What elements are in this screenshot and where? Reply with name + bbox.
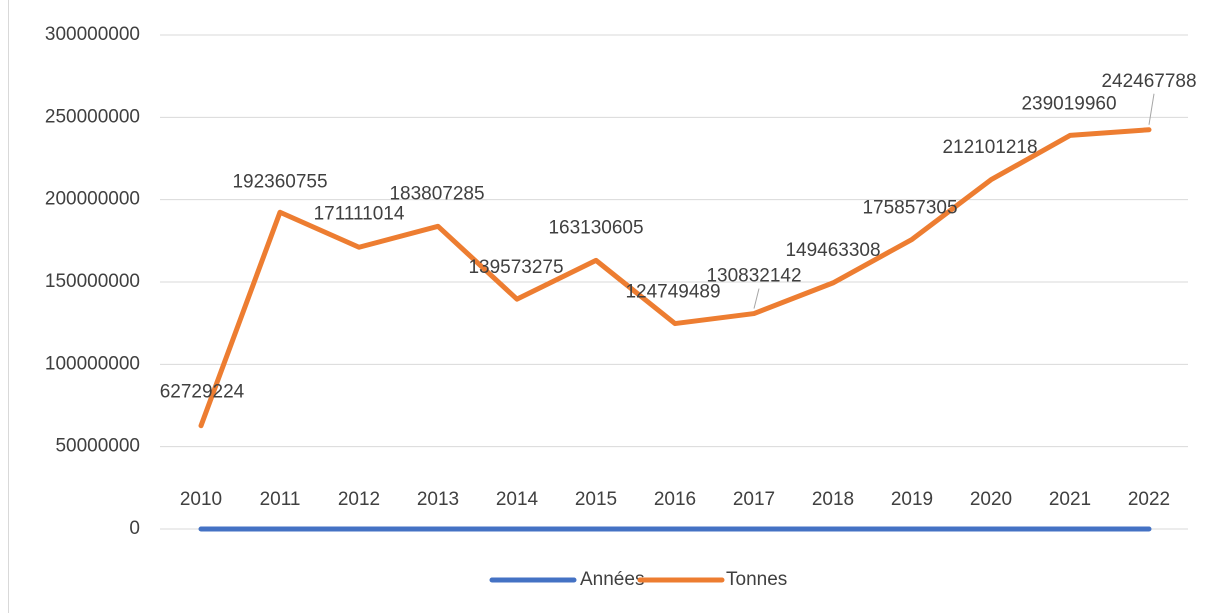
- leader-line: [753, 288, 760, 309]
- data-label: 212101218: [942, 137, 1037, 158]
- x-tick-label: 2020: [970, 489, 1012, 510]
- x-tick-label: 2018: [812, 489, 854, 510]
- data-label: 171111014: [314, 203, 405, 224]
- data-label: 183807285: [389, 183, 484, 204]
- x-tick-label: 2010: [180, 489, 222, 510]
- legend-label: Tonnes: [726, 569, 787, 590]
- x-tick-label: 2014: [496, 489, 539, 510]
- series-line: [198, 127, 1152, 429]
- y-tick-label: 300000000: [45, 24, 140, 45]
- legend-label: Années: [580, 569, 644, 590]
- data-label: 163130605: [548, 217, 643, 238]
- data-label: 175857305: [862, 197, 957, 218]
- x-tick-label: 2017: [733, 489, 775, 510]
- y-tick-label: 200000000: [45, 189, 140, 210]
- x-tick-label: 2021: [1049, 489, 1091, 510]
- y-tick-label: 0: [129, 518, 140, 539]
- x-tick-label: 2015: [575, 489, 617, 510]
- data-label: 239019960: [1021, 93, 1116, 114]
- x-tick-label: 2019: [891, 489, 933, 510]
- data-label: 130832142: [706, 266, 801, 287]
- leader-line: [1148, 93, 1155, 125]
- data-label: 242467788: [1101, 71, 1196, 92]
- y-tick-label: 50000000: [55, 436, 140, 457]
- x-tick-label: 2022: [1128, 489, 1170, 510]
- y-tick-label: 250000000: [45, 106, 140, 127]
- data-label: 62729224: [160, 382, 245, 403]
- x-tick-label: 2012: [338, 489, 380, 510]
- x-tick-label: 2016: [654, 489, 696, 510]
- x-tick-label: 2013: [417, 489, 459, 510]
- data-label: 124749489: [625, 282, 720, 303]
- x-tick-label: 2011: [260, 489, 301, 510]
- y-tick-label: 150000000: [45, 271, 140, 292]
- chart-frame: [8, 0, 9, 613]
- data-label: 139573275: [468, 257, 563, 278]
- data-label: 149463308: [785, 240, 880, 261]
- data-label: 192360755: [232, 171, 327, 192]
- y-tick-label: 100000000: [45, 353, 140, 374]
